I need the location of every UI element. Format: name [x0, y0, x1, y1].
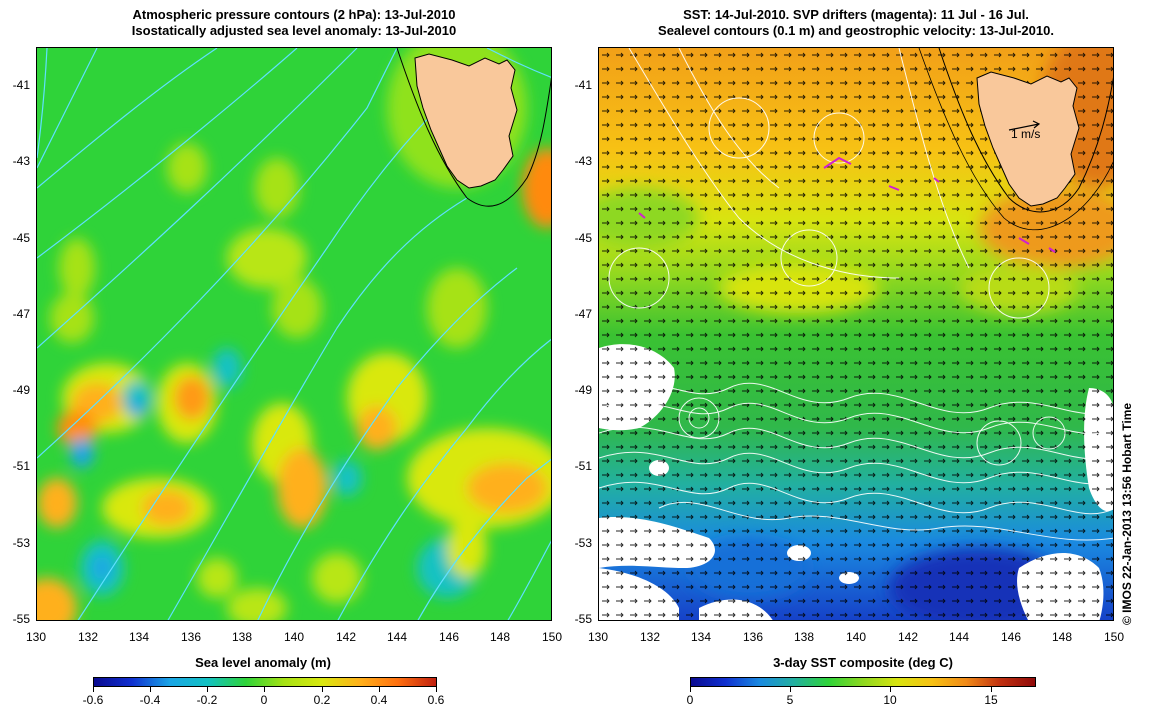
scale-arrow-label: 1 m/s [1011, 127, 1040, 141]
lon-tick: 132 [639, 630, 661, 644]
colorbar-tick-label: 0.4 [370, 693, 388, 707]
colorbar-tickmark [322, 687, 323, 692]
sst-colorbar [690, 677, 1036, 687]
lon-tick: 150 [541, 630, 563, 644]
credit-label: © IMOS 22-Jan-2013 13:56 Hobart Time [1120, 402, 1134, 625]
colorbar-tick-label: -0.6 [82, 693, 104, 707]
lat-tick: -49 [574, 383, 592, 397]
left-colorbar-title: Sea level anomaly (m) [195, 655, 331, 670]
colorbar-tick-label: 0 [686, 693, 694, 707]
lon-tick: 144 [948, 630, 970, 644]
isobath-line-outer [918, 48, 1113, 231]
colorbar-tickmark [379, 687, 380, 692]
lat-tick: -53 [12, 536, 30, 550]
pressure-contours [37, 48, 551, 620]
colorbar-tick-label: 5 [786, 693, 794, 707]
colorbar-tickmark [436, 687, 437, 692]
lat-tick: -41 [574, 78, 592, 92]
lon-tick: 146 [1000, 630, 1022, 644]
left-title-line1: Atmospheric pressure contours (2 hPa): 1… [132, 7, 456, 22]
lat-tick: -43 [12, 154, 30, 168]
lat-tick: -53 [574, 536, 592, 550]
colorbar-tick-label: 0 [260, 693, 268, 707]
tasmania-landmass [414, 53, 518, 189]
lon-tick: 130 [587, 630, 609, 644]
sealevel-contours [599, 48, 1113, 541]
colorbar-tick-label: 15 [984, 693, 998, 707]
sea-level-anomaly-field [37, 48, 551, 620]
lon-tick: 138 [793, 630, 815, 644]
lon-tick: 138 [231, 630, 253, 644]
lon-tick: 150 [1103, 630, 1125, 644]
sst-map: 1 m/s [598, 47, 1114, 621]
right-title-line1: SST: 14-Jul-2010. SVP drifters (magenta)… [683, 7, 1029, 22]
colorbar-tickmark [93, 687, 94, 692]
lat-tick: -41 [12, 78, 30, 92]
colorbar-tick-label: -0.4 [139, 693, 161, 707]
lon-tick: 148 [1051, 630, 1073, 644]
lon-tick: 130 [25, 630, 47, 644]
colorbar-tick-label: -0.2 [196, 693, 218, 707]
lon-tick: 134 [128, 630, 150, 644]
lon-tick: 136 [180, 630, 202, 644]
lat-tick: -51 [574, 459, 592, 473]
lon-tick: 134 [690, 630, 712, 644]
colorbar-tickmark [790, 687, 791, 692]
isobath-line [938, 48, 1113, 213]
right-title-line2: Sealevel contours (0.1 m) and geostrophi… [658, 23, 1054, 38]
lat-tick: -43 [574, 154, 592, 168]
lon-tick: 144 [386, 630, 408, 644]
lat-tick: -47 [12, 307, 30, 321]
colorbar-tick-label: 0.2 [313, 693, 331, 707]
svp-drifters [638, 156, 1056, 253]
lon-tick: 142 [335, 630, 357, 644]
left-title-line2: Isostatically adjusted sea level anomaly… [131, 23, 457, 38]
colorbar-tickmark [890, 687, 891, 692]
sea-level-anomaly-colorbar [93, 677, 437, 687]
lat-tick: -49 [12, 383, 30, 397]
velocity-scale: 1 m/s [1008, 120, 1041, 141]
colorbar-tickmark [991, 687, 992, 692]
colorbar-tickmark [150, 687, 151, 692]
tasmania-landmass [976, 71, 1080, 207]
colorbar-tick-label: 10 [883, 693, 897, 707]
colorbar-tickmark [207, 687, 208, 692]
sst-field: 1 m/s [599, 48, 1113, 620]
lon-tick: 140 [283, 630, 305, 644]
lat-tick: -55 [574, 612, 592, 626]
lon-tick: 140 [845, 630, 867, 644]
lat-tick: -45 [574, 231, 592, 245]
lon-tick: 146 [438, 630, 460, 644]
lon-tick: 142 [897, 630, 919, 644]
colorbar-tickmark [264, 687, 265, 692]
colorbar-tick-label: 0.6 [427, 693, 445, 707]
lon-tick: 148 [489, 630, 511, 644]
sea-level-anomaly-map [36, 47, 552, 621]
scale-arrow-icon [1008, 120, 1041, 131]
lat-tick: -55 [12, 612, 30, 626]
colorbar-tickmark [690, 687, 691, 692]
lat-tick: -51 [12, 459, 30, 473]
lat-tick: -45 [12, 231, 30, 245]
lon-tick: 132 [77, 630, 99, 644]
right-colorbar-title: 3-day SST composite (deg C) [773, 655, 953, 670]
lat-tick: -47 [574, 307, 592, 321]
lon-tick: 136 [742, 630, 764, 644]
isobath-line [396, 48, 551, 207]
